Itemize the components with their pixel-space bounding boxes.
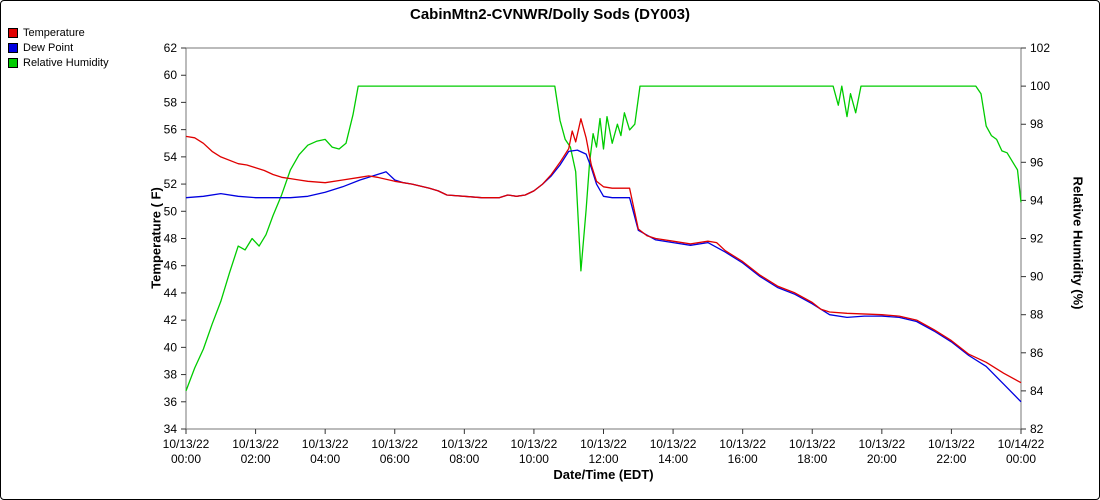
legend-item-temperature: Temperature — [8, 27, 109, 39]
x-tick-time: 14:00 — [658, 452, 688, 466]
series-relative-humidity — [185, 85, 1022, 392]
right-tick-label: 84 — [1030, 384, 1044, 398]
x-tick-date: 10/13/22 — [858, 437, 905, 451]
right-tick-label: 94 — [1030, 193, 1044, 207]
x-tick-date: 10/14/22 — [998, 437, 1045, 451]
x-tick-date: 10/13/22 — [163, 437, 210, 451]
series-temperature — [185, 118, 1022, 384]
x-tick-time: 02:00 — [241, 452, 271, 466]
left-tick-label: 42 — [164, 313, 178, 327]
right-tick-label: 100 — [1030, 79, 1050, 93]
x-tick-date: 10/13/22 — [371, 437, 418, 451]
legend-swatch — [8, 58, 18, 68]
right-tick-label: 86 — [1030, 346, 1044, 360]
right-tick-label: 82 — [1030, 422, 1044, 436]
left-tick-label: 46 — [164, 259, 178, 273]
plot-frame — [185, 47, 1022, 430]
legend-item-label: Relative Humidity — [23, 57, 109, 69]
chart-title: CabinMtn2-CVNWR/Dolly Sods (DY003) — [409, 6, 691, 23]
left-tick-label: 38 — [164, 368, 178, 382]
x-tick-time: 08:00 — [449, 452, 479, 466]
x-tick-time: 18:00 — [797, 452, 827, 466]
x-tick-date: 10/13/22 — [441, 437, 488, 451]
x-tick-time: 10:00 — [519, 452, 549, 466]
x-tick-time: 04:00 — [310, 452, 340, 466]
legend-item-dew-point: Dew Point — [8, 42, 109, 54]
left-tick-label: 34 — [164, 422, 178, 436]
right-tick-label: 88 — [1030, 308, 1044, 322]
left-tick-label: 48 — [164, 232, 178, 246]
x-tick-time: 22:00 — [936, 452, 966, 466]
x-tick-time: 16:00 — [728, 452, 758, 466]
x-tick-date: 10/13/22 — [580, 437, 627, 451]
left-tick-label: 36 — [164, 395, 178, 409]
x-tick-date: 10/13/22 — [232, 437, 279, 451]
x-tick-time: 00:00 — [171, 452, 201, 466]
left-tick-label: 62 — [164, 41, 178, 55]
legend-swatch — [8, 43, 18, 53]
x-tick-time: 06:00 — [380, 452, 410, 466]
left-tick-label: 58 — [164, 95, 178, 109]
x-tick-time: 12:00 — [588, 452, 618, 466]
legend-swatch — [8, 28, 18, 38]
legend-item-label: Dew Point — [23, 42, 74, 54]
left-tick-label: 50 — [164, 204, 178, 218]
left-tick-label: 40 — [164, 340, 178, 354]
x-tick-date: 10/13/22 — [928, 437, 975, 451]
left-tick-label: 54 — [164, 150, 178, 164]
legend: Temperature Dew Point Relative Humidity — [8, 27, 109, 72]
right-tick-label: 90 — [1030, 270, 1044, 284]
right-tick-label: 92 — [1030, 232, 1044, 246]
left-tick-label: 52 — [164, 177, 178, 191]
left-tick-label: 56 — [164, 123, 178, 137]
series-dew-point — [185, 149, 1022, 403]
right-tick-label: 102 — [1030, 41, 1050, 55]
x-tick-date: 10/13/22 — [302, 437, 349, 451]
x-tick-date: 10/13/22 — [650, 437, 697, 451]
x-tick-time: 20:00 — [867, 452, 897, 466]
legend-item-label: Temperature — [23, 27, 85, 39]
x-tick-date: 10/13/22 — [789, 437, 836, 451]
left-tick-label: 44 — [164, 286, 178, 300]
left-tick-label: 60 — [164, 68, 178, 82]
right-tick-label: 98 — [1030, 117, 1044, 131]
legend-item-relative-humidity: Relative Humidity — [8, 57, 109, 69]
x-tick-date: 10/13/22 — [719, 437, 766, 451]
x-axis-label: Date/Time (EDT) — [553, 467, 654, 482]
right-tick-label: 96 — [1030, 155, 1044, 169]
x-tick-time: 00:00 — [1006, 452, 1036, 466]
x-tick-date: 10/13/22 — [511, 437, 558, 451]
